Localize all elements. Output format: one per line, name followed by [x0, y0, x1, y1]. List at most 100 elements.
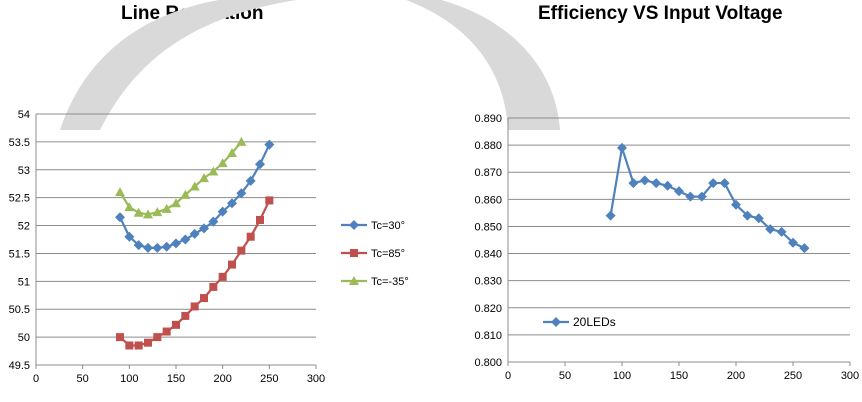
y-tick-label: 0.890: [474, 113, 502, 125]
data-point: [628, 178, 639, 189]
x-tick-label: 0: [33, 373, 39, 385]
x-tick-label: 0: [505, 370, 511, 382]
data-point: [125, 341, 134, 350]
data-point: [208, 166, 219, 176]
data-point: [181, 311, 190, 320]
data-point: [674, 186, 684, 197]
data-point: [124, 202, 135, 212]
y-tick-label: 51.5: [9, 248, 30, 260]
legend-marker: [551, 317, 561, 327]
data-point: [236, 188, 247, 199]
x-tick-label: 150: [670, 370, 688, 382]
y-tick-label: 52: [18, 221, 30, 233]
x-tick-label: 300: [841, 370, 859, 382]
watermark-arc-right: [406, 0, 560, 130]
chart-1: 0.800 0.810 0.820 0.830 0.840 0.850 0.860 0.870…: [474, 113, 859, 382]
data-point: [685, 191, 696, 202]
data-point: [776, 226, 787, 237]
data-point: [617, 142, 627, 153]
data-point: [237, 246, 246, 255]
y-tick-label: 0.830: [474, 276, 502, 288]
series-Tc=-35°: [115, 136, 247, 219]
data-point: [799, 243, 810, 254]
data-point: [265, 196, 274, 205]
data-point: [217, 158, 228, 168]
series-Tc=85°: [116, 196, 274, 350]
x-tick-label: 300: [307, 373, 325, 385]
data-point: [788, 237, 798, 248]
data-point: [189, 181, 200, 191]
legend: 20LEDs: [543, 315, 616, 329]
data-point: [190, 302, 199, 311]
data-point: [765, 224, 776, 235]
data-point: [116, 333, 124, 342]
series-line: [119, 199, 271, 347]
y-tick-label: 0.880: [474, 140, 502, 152]
data-point: [200, 294, 208, 303]
y-tick-label: 49.5: [9, 360, 30, 372]
data-point: [143, 209, 153, 219]
data-point: [152, 242, 163, 253]
legend-label: Tc=30°: [371, 220, 405, 232]
data-point: [124, 231, 135, 242]
y-tick-label: 53: [18, 165, 30, 177]
data-point: [162, 327, 171, 336]
efficiency-title: Efficiency VS Input Voltage: [538, 3, 783, 24]
legend-label: Tc=-35°: [371, 276, 409, 288]
data-point: [172, 320, 180, 329]
y-tick-label: 0.870: [474, 167, 502, 179]
x-tick-label: 150: [167, 373, 185, 385]
series-20LEDs: [605, 142, 810, 254]
data-point: [218, 272, 227, 281]
data-point: [753, 213, 764, 224]
y-tick-label: 53.5: [9, 137, 30, 149]
data-point: [180, 189, 191, 199]
data-point: [227, 198, 237, 209]
data-point: [189, 228, 200, 239]
y-tick-label: 54: [18, 109, 30, 121]
legend-marker: [350, 249, 358, 257]
legend-marker: [349, 276, 359, 285]
data-point: [161, 241, 172, 252]
data-point: [662, 180, 673, 191]
y-tick-label: 0.840: [474, 249, 502, 261]
data-point: [228, 260, 236, 269]
data-point: [708, 178, 719, 189]
legend: Tc=30° Tc=85° Tc=-35°: [341, 220, 409, 288]
data-point: [115, 187, 125, 197]
data-point: [227, 148, 237, 158]
data-point: [236, 136, 247, 146]
x-tick-label: 200: [727, 370, 745, 382]
y-tick-label: 50.5: [9, 304, 30, 316]
data-point: [264, 139, 275, 150]
data-point: [180, 234, 191, 245]
series-Tc=30°: [115, 139, 275, 253]
x-tick-label: 50: [559, 370, 571, 382]
y-tick-label: 0.860: [474, 194, 502, 206]
x-tick-label: 200: [213, 373, 231, 385]
data-point: [199, 173, 209, 183]
data-point: [171, 198, 181, 208]
data-point: [217, 206, 228, 217]
x-tick-label: 100: [613, 370, 631, 382]
data-point: [651, 178, 662, 189]
series-line: [609, 147, 805, 250]
series-line: [119, 141, 243, 216]
x-tick-label: 250: [260, 373, 278, 385]
data-point: [255, 159, 265, 170]
watermark-arc-left: [60, 0, 297, 130]
data-point: [133, 240, 144, 251]
data-point: [171, 238, 181, 249]
data-point: [152, 207, 163, 217]
legend-label: 20LEDs: [573, 315, 616, 329]
data-point: [134, 341, 143, 350]
chart-0: 49.5 50 50.5 51 51.5 52 52.5 53 53.5 54 0 50 100 150 2…: [9, 109, 409, 385]
legend-label: Tc=85°: [371, 248, 405, 260]
data-point: [246, 232, 255, 241]
y-tick-label: 0.820: [474, 303, 502, 315]
data-point: [209, 282, 218, 291]
data-point: [199, 223, 209, 234]
data-point: [143, 242, 153, 253]
data-point: [161, 203, 172, 213]
